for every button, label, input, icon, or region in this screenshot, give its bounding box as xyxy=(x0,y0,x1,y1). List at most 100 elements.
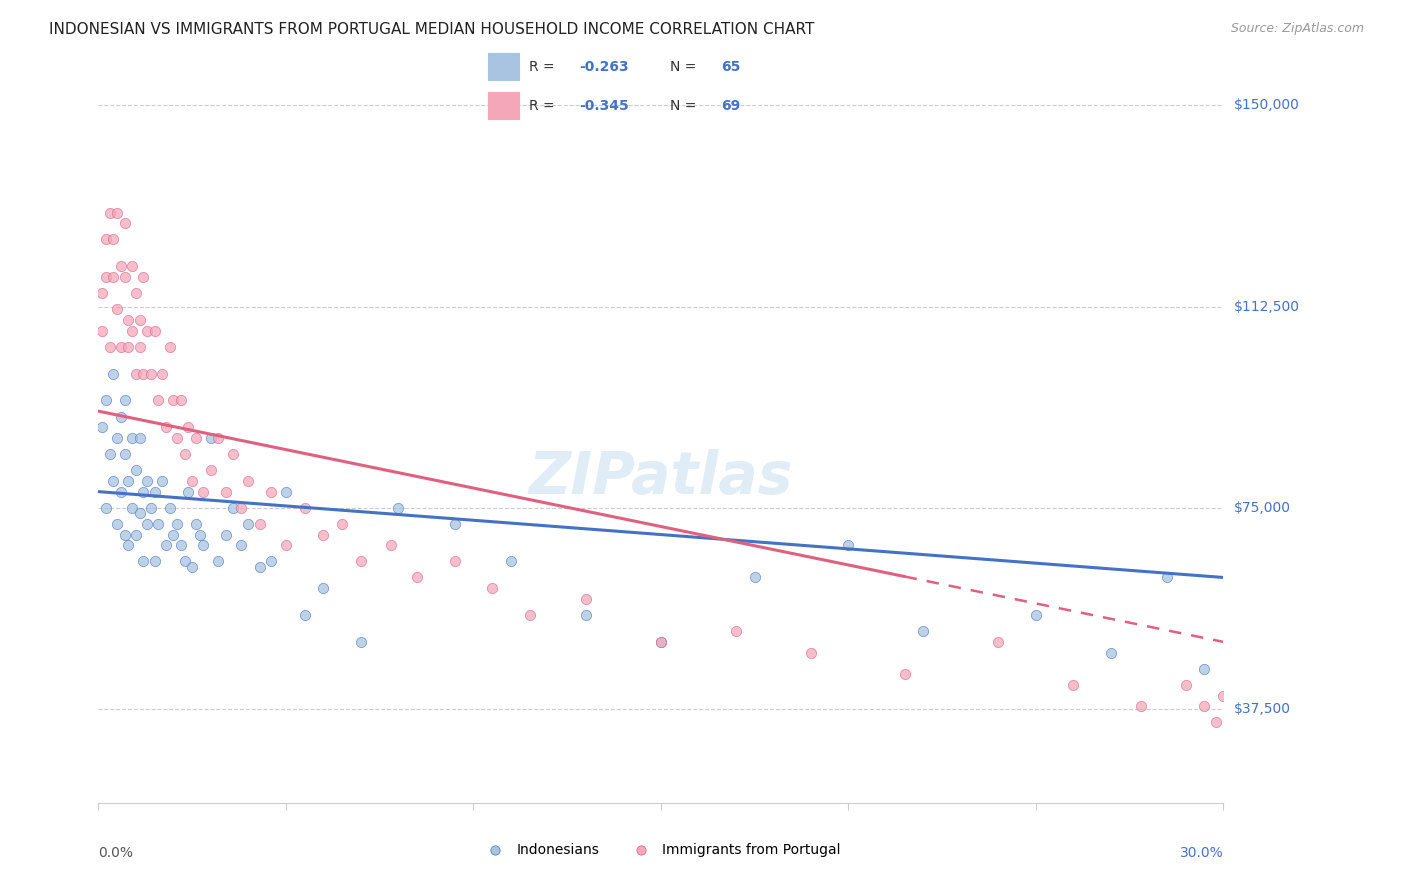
Point xyxy=(177,420,200,434)
Point xyxy=(105,431,128,445)
Point xyxy=(912,624,935,639)
Point xyxy=(143,484,166,499)
Point xyxy=(128,340,150,354)
Point xyxy=(249,559,271,574)
Legend: Indonesians, Immigrants from Portugal: Indonesians, Immigrants from Portugal xyxy=(477,838,845,863)
Point xyxy=(744,570,766,584)
Point xyxy=(128,506,150,520)
Point xyxy=(184,431,207,445)
Point xyxy=(575,607,598,622)
Point xyxy=(136,474,159,488)
Point xyxy=(125,286,148,301)
Text: $75,000: $75,000 xyxy=(1234,500,1291,515)
Point xyxy=(117,313,139,327)
Point xyxy=(1129,699,1152,714)
Text: R =: R = xyxy=(529,60,558,74)
Point xyxy=(136,516,159,531)
Point xyxy=(181,474,204,488)
Point xyxy=(294,607,316,622)
Point xyxy=(114,393,136,408)
Point xyxy=(143,324,166,338)
Point xyxy=(125,367,148,381)
Point xyxy=(249,516,271,531)
Point xyxy=(121,500,143,515)
Point xyxy=(724,624,747,639)
Text: 69: 69 xyxy=(721,99,740,112)
Point xyxy=(387,500,409,515)
Text: -0.345: -0.345 xyxy=(579,99,628,112)
Point xyxy=(162,393,184,408)
Point xyxy=(215,527,238,541)
Point xyxy=(893,667,915,681)
Point xyxy=(200,431,222,445)
Point xyxy=(166,516,188,531)
Text: $112,500: $112,500 xyxy=(1234,300,1301,314)
Point xyxy=(110,340,132,354)
Bar xyxy=(488,54,519,80)
Point xyxy=(103,367,125,381)
Point xyxy=(222,447,245,461)
Point xyxy=(143,554,166,568)
Point xyxy=(91,286,114,301)
Point xyxy=(350,635,373,649)
Text: -0.263: -0.263 xyxy=(579,60,628,74)
Point xyxy=(1174,678,1197,692)
Point xyxy=(98,205,121,219)
Point xyxy=(128,431,150,445)
Point xyxy=(117,340,139,354)
Point xyxy=(166,431,188,445)
Text: N =: N = xyxy=(671,60,702,74)
Point xyxy=(837,538,859,552)
Point xyxy=(207,554,229,568)
Point xyxy=(173,554,195,568)
Point xyxy=(481,581,503,595)
Point xyxy=(159,500,181,515)
Point xyxy=(1099,646,1122,660)
Point xyxy=(193,484,215,499)
Point xyxy=(1194,662,1216,676)
Point xyxy=(294,500,316,515)
Point xyxy=(117,474,139,488)
Point xyxy=(229,538,252,552)
Point xyxy=(114,270,136,285)
Point xyxy=(207,431,229,445)
Point xyxy=(150,474,173,488)
Point xyxy=(114,216,136,230)
Point xyxy=(114,527,136,541)
Point xyxy=(443,554,465,568)
Point xyxy=(110,484,132,499)
Point xyxy=(121,260,143,274)
Point xyxy=(121,324,143,338)
Point xyxy=(1212,689,1234,703)
Point xyxy=(121,431,143,445)
Point xyxy=(260,484,283,499)
Point xyxy=(170,393,193,408)
Point xyxy=(1205,715,1227,730)
Point xyxy=(200,463,222,477)
Text: 30.0%: 30.0% xyxy=(1180,846,1223,860)
Point xyxy=(132,484,155,499)
Point xyxy=(274,538,297,552)
Point xyxy=(188,527,211,541)
Point xyxy=(222,500,245,515)
Point xyxy=(238,516,260,531)
Point xyxy=(238,474,260,488)
Point xyxy=(380,538,402,552)
Point xyxy=(139,500,162,515)
Point xyxy=(148,516,170,531)
Text: 65: 65 xyxy=(721,60,741,74)
Point xyxy=(105,516,128,531)
Point xyxy=(128,313,150,327)
Point xyxy=(1156,570,1178,584)
Point xyxy=(98,447,121,461)
Point xyxy=(575,591,598,606)
Point xyxy=(110,260,132,274)
Point xyxy=(139,367,162,381)
Point xyxy=(103,474,125,488)
Point xyxy=(132,270,155,285)
Point xyxy=(193,538,215,552)
Point xyxy=(177,484,200,499)
Point xyxy=(103,232,125,246)
Point xyxy=(406,570,429,584)
Point xyxy=(499,554,522,568)
